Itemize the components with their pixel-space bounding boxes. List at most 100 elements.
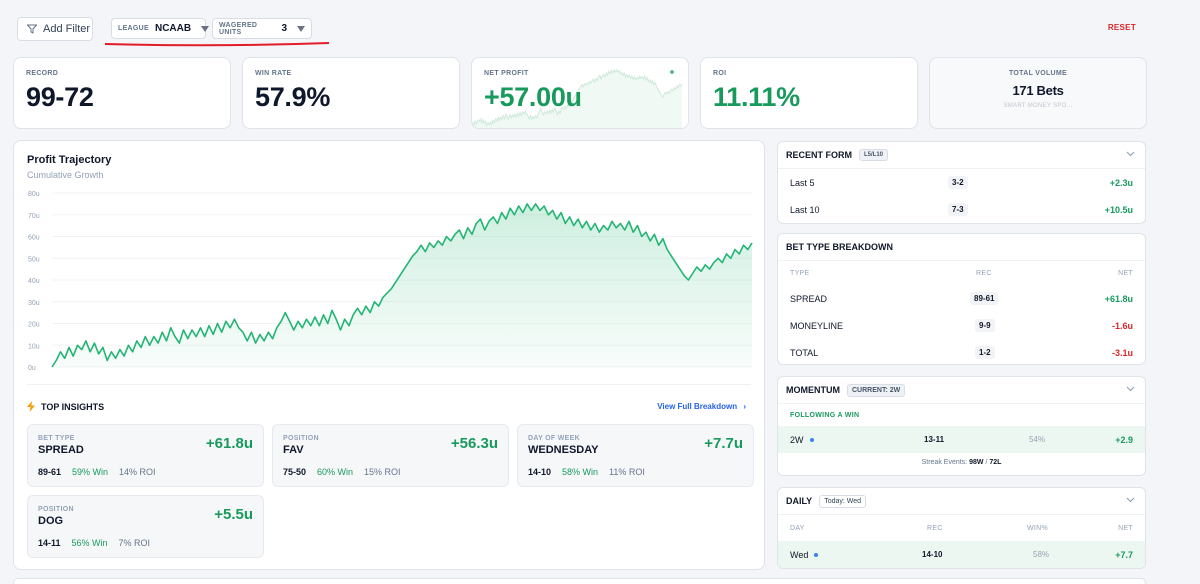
insight-stats: 75-50 60% Win 15% ROI xyxy=(283,467,401,477)
chart-title: Profit Trajectory xyxy=(27,154,112,166)
table-row: Wed 14-10 58% +7.7 xyxy=(778,541,1145,568)
view-full-breakdown-link[interactable]: View Full Breakdown › xyxy=(657,402,746,411)
chevron-down-icon[interactable] xyxy=(1126,497,1135,503)
insight-roi: 14% ROI xyxy=(119,467,156,477)
daily-title: DAILY xyxy=(786,496,813,506)
bet-type: TOTAL xyxy=(790,347,819,358)
insight-title: SPREAD xyxy=(38,444,84,456)
table-row: TOTAL 1-2 -3.1u xyxy=(778,339,1145,364)
profit-trajectory-chart[interactable]: 80u 70u 60u 50u 40u 30u 20u 10u 0u xyxy=(14,181,765,371)
y-tick-label: 40u xyxy=(28,278,40,285)
streak-label: Streak Events: xyxy=(921,459,968,466)
section-divider xyxy=(27,384,751,385)
table-header: TYPE REC NET xyxy=(778,261,1145,285)
league-filter-chip[interactable]: LEAGUE NCAAB xyxy=(111,18,210,39)
insight-title: WEDNESDAY xyxy=(528,444,599,456)
insight-card[interactable]: DAY OF WEEK WEDNESDAY +7.7u 14-10 58% Wi… xyxy=(517,424,754,487)
daily-net: +7.7 xyxy=(1115,549,1133,560)
insight-win: 59% Win xyxy=(72,467,109,477)
table-row: MONEYLINE 9-9 -1.6u xyxy=(778,312,1145,339)
daily-record: 14-10 xyxy=(922,550,943,559)
daily-day: Wed xyxy=(790,549,809,560)
col-day: DAY xyxy=(790,524,805,532)
chevron-down-icon[interactable] xyxy=(1126,151,1135,157)
win-rate-label: WIN RATE xyxy=(255,70,292,77)
bet-type: SPREAD xyxy=(790,293,828,304)
bet-record: 89-61 xyxy=(970,292,999,305)
insight-win: 60% Win xyxy=(317,467,354,477)
momentum-pct: 54% xyxy=(1029,435,1046,444)
chart-subtitle: Cumulative Growth xyxy=(27,170,104,180)
momentum-panel: MOMENTUM CURRENT: 2W FOLLOWING A WIN 2W … xyxy=(777,376,1146,476)
momentum-streak: 2W xyxy=(790,434,804,445)
bet-type: MONEYLINE xyxy=(790,320,844,331)
total-volume-subtext: SMART MONEY SPO... xyxy=(1003,103,1073,109)
today-dot-icon xyxy=(814,553,819,558)
league-filter-value: NCAAB xyxy=(154,23,192,34)
y-tick-label: 80u xyxy=(28,191,40,198)
insight-title: DOG xyxy=(38,515,64,527)
insight-record: 14-10 xyxy=(528,467,552,477)
insight-card[interactable]: POSITION FAV +56.3u 75-50 60% Win 15% RO… xyxy=(272,424,509,487)
daily-pct: 58% xyxy=(1033,550,1050,559)
win-rate-value: 57.9% xyxy=(255,82,331,112)
insight-stats: 14-10 58% Win 11% ROI xyxy=(528,467,645,477)
insight-key: POSITION xyxy=(283,435,319,442)
filter-bar: Add Filter LEAGUE NCAAB WAGERED UNITS 3 … xyxy=(17,16,1183,47)
col-net: NET xyxy=(1118,269,1133,277)
insight-stats: 89-61 59% Win 14% ROI xyxy=(38,467,156,477)
bet-record: 1-2 xyxy=(975,346,995,359)
bottom-panel-edge xyxy=(13,578,1146,584)
net-profit-sparkline xyxy=(472,68,683,128)
insight-roi: 11% ROI xyxy=(609,467,645,477)
bet-type-breakdown-panel: BET TYPE BREAKDOWN TYPE REC NET SPREAD 8… xyxy=(777,233,1146,365)
recent-form-header[interactable]: RECENT FORM L5/L10 xyxy=(778,142,1145,169)
chevron-down-icon[interactable] xyxy=(1126,386,1135,392)
recent-form-panel: RECENT FORM L5/L10 Last 5 3-2 +2.3u Last… xyxy=(777,141,1146,224)
daily-today-tag: Today: Wed xyxy=(819,494,867,508)
y-tick-label: 50u xyxy=(28,256,40,263)
insight-record: 14-11 xyxy=(38,538,61,548)
bet-net: -1.6u xyxy=(1111,320,1133,331)
reset-button[interactable]: RESET xyxy=(1107,23,1136,32)
filter-icon xyxy=(27,24,37,34)
list-item: Last 5 3-2 +2.3u xyxy=(778,169,1145,196)
record-value: 99-72 xyxy=(26,82,94,112)
insight-record: 75-50 xyxy=(283,467,307,477)
list-item: Last 10 7-3 +10.5u xyxy=(778,196,1145,223)
table-header: DAY REC WIN% NET xyxy=(778,515,1145,541)
col-winpct: WIN% xyxy=(1027,524,1049,532)
insight-win: 56% Win xyxy=(71,538,108,548)
add-filter-button[interactable]: Add Filter xyxy=(17,17,93,41)
recent-form-title: RECENT FORM xyxy=(786,150,852,160)
units-filter-key: WAGERED UNITS xyxy=(219,21,258,36)
insight-card[interactable]: BET TYPE SPREAD +61.8u 89-61 59% Win 14%… xyxy=(27,424,264,487)
momentum-header[interactable]: MOMENTUM CURRENT: 2W xyxy=(778,377,1145,404)
col-type: TYPE xyxy=(790,269,810,277)
roi-value: 11.11% xyxy=(713,82,800,112)
units-filter-chip[interactable]: WAGERED UNITS 3 xyxy=(212,18,312,39)
streak-losses: 72L xyxy=(989,459,1002,466)
profit-trajectory-panel: Profit Trajectory Cumulative Growth 80u 7… xyxy=(13,140,765,570)
momentum-record: 13-11 xyxy=(924,435,945,444)
daily-header[interactable]: DAILY Today: Wed xyxy=(778,488,1145,515)
record-label: RECORD xyxy=(26,70,59,77)
chevron-right-icon: › xyxy=(743,402,746,411)
insight-key: POSITION xyxy=(38,506,74,513)
bet-type-header: BET TYPE BREAKDOWN xyxy=(778,234,1145,261)
win-rate-card: WIN RATE 57.9% xyxy=(242,57,460,129)
form-net: +2.3u xyxy=(1109,177,1133,188)
insight-net: +7.7u xyxy=(704,435,743,452)
add-filter-label: Add Filter xyxy=(43,23,91,35)
bet-net: +61.8u xyxy=(1104,293,1133,304)
roi-label: ROI xyxy=(713,70,727,77)
y-tick-label: 0u xyxy=(28,365,36,371)
momentum-current-tag: CURRENT: 2W xyxy=(847,383,906,397)
net-profit-value: +57.00u xyxy=(484,82,582,112)
insight-card[interactable]: POSITION DOG +5.5u 14-11 56% Win 7% ROI xyxy=(27,495,264,558)
record-card: RECORD 99-72 xyxy=(13,57,231,129)
insight-roi: 7% ROI xyxy=(118,538,151,548)
profit-series-area xyxy=(52,203,752,367)
units-filter-value: 3 xyxy=(281,23,287,34)
insight-key: DAY OF WEEK xyxy=(528,435,580,442)
